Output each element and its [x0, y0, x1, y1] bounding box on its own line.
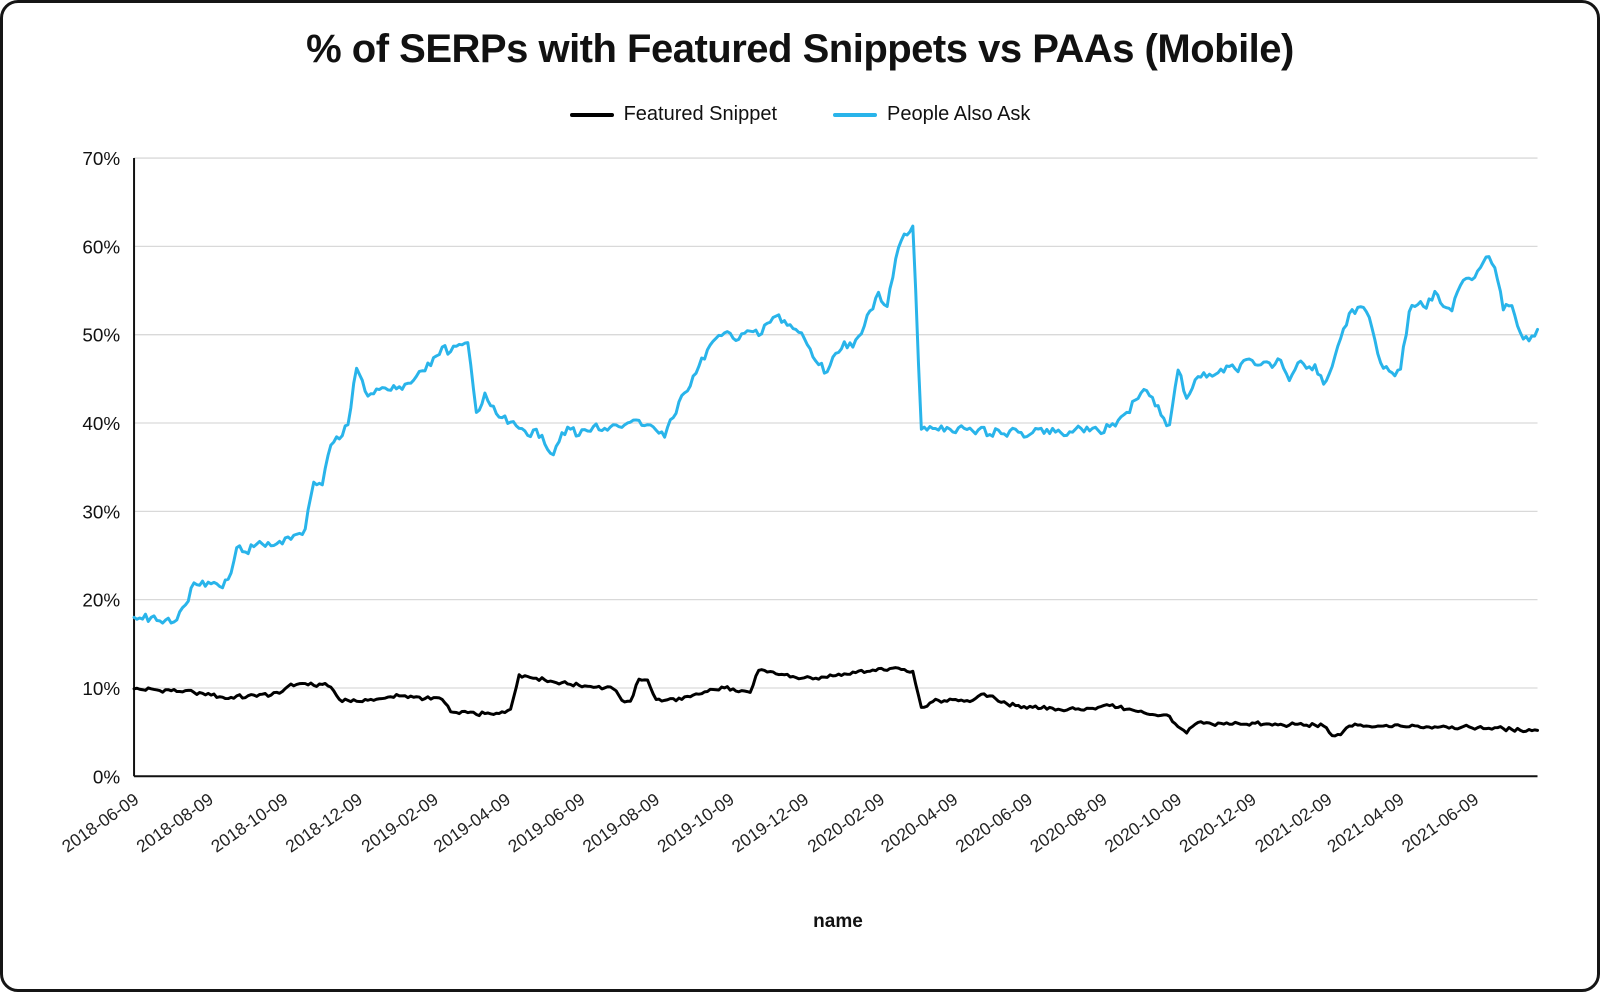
x-axis-title: name — [813, 911, 863, 932]
x-axis-tick-label: 2018-08-09 — [133, 789, 217, 856]
y-axis-tick-label: 70% — [82, 149, 120, 170]
x-axis-tick-label: 2020-04-09 — [877, 789, 961, 856]
x-axis-tick-label: 2018-06-09 — [58, 789, 142, 856]
x-axis-tick-label: 2020-06-09 — [952, 789, 1036, 856]
people-also-ask-line-swatch — [833, 112, 877, 117]
x-axis-tick-label: 2020-08-09 — [1026, 789, 1110, 856]
x-axis-tick-label: 2018-10-09 — [207, 789, 291, 856]
x-axis-tick-label: 2019-04-09 — [430, 789, 514, 856]
x-axis-tick-label: 2019-08-09 — [579, 789, 663, 856]
series-line-featured-snippet — [132, 666, 1540, 738]
x-axis-tick-label: 2020-12-09 — [1175, 789, 1259, 856]
x-axis-tick-label: 2019-12-09 — [728, 789, 812, 856]
series-line-people-also-ask — [132, 224, 1540, 625]
y-axis-tick-label: 20% — [82, 591, 120, 612]
x-axis-tick-label: 2021-02-09 — [1251, 789, 1335, 856]
legend-label-people-also-ask: People Also Ask — [887, 103, 1031, 125]
legend: Featured Snippet People Also Ask — [3, 103, 1597, 126]
legend-item-featured-snippet[interactable]: Featured Snippet — [569, 103, 777, 126]
y-axis-tick-label: 30% — [82, 502, 120, 523]
x-axis-tick-label: 2020-02-09 — [804, 789, 888, 856]
x-axis-tick-label: 2018-12-09 — [282, 789, 366, 856]
y-axis-tick-label: 0% — [93, 767, 120, 788]
chart-title: % of SERPs with Featured Snippets vs PAA… — [306, 27, 1294, 71]
x-axis-tick-label: 2021-04-09 — [1323, 789, 1407, 856]
legend-label-featured-snippet: Featured Snippet — [623, 103, 777, 125]
y-axis-tick-label: 10% — [82, 679, 120, 700]
x-axis-tick-label: 2021-06-09 — [1398, 789, 1482, 856]
y-axis-tick-label: 50% — [82, 326, 120, 347]
y-axis-tick-label: 40% — [82, 414, 120, 435]
featured-snippet-line-swatch — [569, 112, 614, 117]
x-axis-tick-label: 2019-02-09 — [358, 789, 442, 856]
x-axis-tick-label: 2020-10-09 — [1101, 789, 1185, 856]
y-axis-tick-label: 60% — [82, 237, 120, 258]
legend-item-people-also-ask[interactable]: People Also Ask — [833, 103, 1030, 126]
line-chart-canvas: 0% 10% 20% 30% 40% 50% 60% 70% 2018-06-092018-08… — [58, 149, 1540, 856]
x-axis-tick-label: 2019-10-09 — [653, 789, 737, 856]
x-axis-tick-label: 2019-06-09 — [504, 789, 588, 856]
